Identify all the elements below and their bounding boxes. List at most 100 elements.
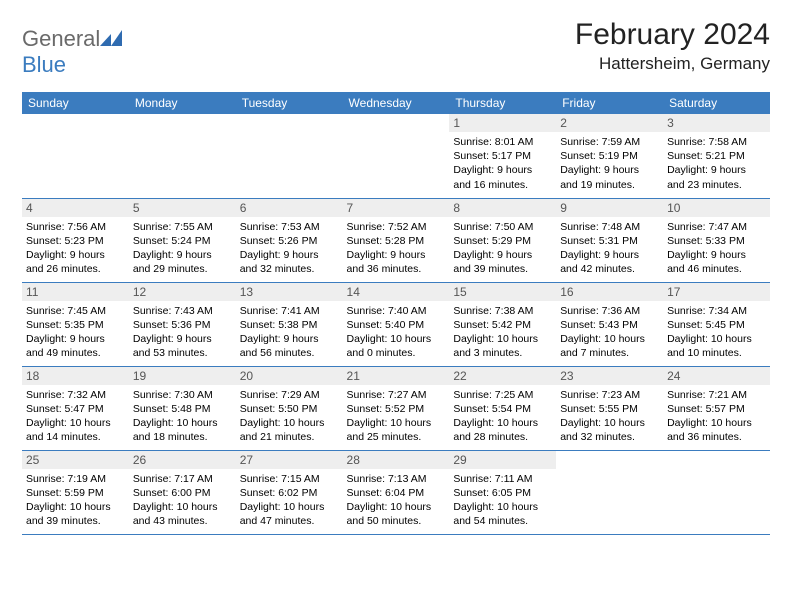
day-number: 18 [22, 367, 129, 385]
calendar-cell: 28Sunrise: 7:13 AMSunset: 6:04 PMDayligh… [343, 450, 450, 534]
sunrise: Sunrise: 7:17 AM [133, 472, 232, 486]
sunset: Sunset: 6:00 PM [133, 486, 232, 500]
day-number: 15 [449, 283, 556, 301]
day-details: Sunrise: 7:53 AMSunset: 5:26 PMDaylight:… [240, 220, 339, 277]
calendar-cell: 8Sunrise: 7:50 AMSunset: 5:29 PMDaylight… [449, 198, 556, 282]
sunset: Sunset: 5:43 PM [560, 318, 659, 332]
sunset: Sunset: 5:45 PM [667, 318, 766, 332]
day-number: 17 [663, 283, 770, 301]
calendar-cell: 1Sunrise: 8:01 AMSunset: 5:17 PMDaylight… [449, 114, 556, 198]
daylight: Daylight: 10 hours and 54 minutes. [453, 500, 552, 528]
sunrise: Sunrise: 7:43 AM [133, 304, 232, 318]
day-details: Sunrise: 7:32 AMSunset: 5:47 PMDaylight:… [26, 388, 125, 445]
sunset: Sunset: 5:21 PM [667, 149, 766, 163]
sunset: Sunset: 5:40 PM [347, 318, 446, 332]
calendar-cell: 17Sunrise: 7:34 AMSunset: 5:45 PMDayligh… [663, 282, 770, 366]
calendar-cell: 22 Sunrise: 7:25 AMSunset: 5:54 PMDayligh… [449, 366, 556, 450]
sunrise: Sunrise: 7:53 AM [240, 220, 339, 234]
day-number: 21 [343, 367, 450, 385]
day-details: Sunrise: 7:56 AMSunset: 5:23 PMDaylight:… [26, 220, 125, 277]
day-number: 2 [556, 114, 663, 132]
daylight: Daylight: 9 hours and 26 minutes. [26, 248, 125, 276]
logo-mark-icon [100, 30, 122, 46]
logo-text: GeneralBlue [22, 26, 122, 78]
sunrise: Sunrise: 7:47 AM [667, 220, 766, 234]
sunset: Sunset: 5:36 PM [133, 318, 232, 332]
daylight: Daylight: 9 hours and 36 minutes. [347, 248, 446, 276]
daylight: Daylight: 9 hours and 39 minutes. [453, 248, 552, 276]
day-details: Sunrise: 7:36 AMSunset: 5:43 PMDaylight:… [560, 304, 659, 361]
calendar-cell: 20Sunrise: 7:29 AMSunset: 5:50 PMDayligh… [236, 366, 343, 450]
sunset: Sunset: 6:02 PM [240, 486, 339, 500]
sunrise: Sunrise: 7:40 AM [347, 304, 446, 318]
sunrise: Sunrise: 7:41 AM [240, 304, 339, 318]
sunrise: Sunrise: 7:55 AM [133, 220, 232, 234]
title-block: February 2024 Hattersheim, Germany [575, 18, 770, 74]
calendar-cell [236, 114, 343, 198]
calendar-cell: 26 Sunrise: 7:17 AMSunset: 6:00 PMDayligh… [129, 450, 236, 534]
calendar-table: Sunday Monday Tuesday Wednesday Thursday… [22, 92, 770, 535]
calendar-cell: 15 Sunrise: 7:38 AMSunset: 5:42 PMDayligh… [449, 282, 556, 366]
calendar-cell: 14Sunrise: 7:40 AMSunset: 5:40 PMDayligh… [343, 282, 450, 366]
location: Hattersheim, Germany [575, 54, 770, 74]
daylight: Daylight: 9 hours and 19 minutes. [560, 163, 659, 191]
calendar-cell: 29 Sunrise: 7:11 AMSunset: 6:05 PMDayligh… [449, 450, 556, 534]
day-number: 22 [449, 367, 556, 385]
calendar-week: 4 Sunrise: 7:56 AMSunset: 5:23 PMDaylight… [22, 198, 770, 282]
sunset: Sunset: 5:54 PM [453, 402, 552, 416]
calendar-week: 25Sunrise: 7:19 AMSunset: 5:59 PMDayligh… [22, 450, 770, 534]
calendar-cell: 19 Sunrise: 7:30 AMSunset: 5:48 PMDayligh… [129, 366, 236, 450]
sunrise: Sunrise: 7:21 AM [667, 388, 766, 402]
daylight: Daylight: 10 hours and 28 minutes. [453, 416, 552, 444]
page-header: GeneralBlue February 2024 Hattersheim, G… [22, 18, 770, 78]
day-details: Sunrise: 7:38 AMSunset: 5:42 PMDaylight:… [453, 304, 552, 361]
daylight: Daylight: 9 hours and 29 minutes. [133, 248, 232, 276]
day-details: Sunrise: 7:41 AMSunset: 5:38 PMDaylight:… [240, 304, 339, 361]
day-details: Sunrise: 7:21 AMSunset: 5:57 PMDaylight:… [667, 388, 766, 445]
sunrise: Sunrise: 7:15 AM [240, 472, 339, 486]
day-details: Sunrise: 7:25 AMSunset: 5:54 PMDaylight:… [453, 388, 552, 445]
day-details: Sunrise: 7:52 AMSunset: 5:28 PMDaylight:… [347, 220, 446, 277]
sunset: Sunset: 6:04 PM [347, 486, 446, 500]
calendar-cell: 21Sunrise: 7:27 AMSunset: 5:52 PMDayligh… [343, 366, 450, 450]
sunset: Sunset: 5:57 PM [667, 402, 766, 416]
day-number: 7 [343, 199, 450, 217]
day-details: Sunrise: 7:50 AMSunset: 5:29 PMDaylight:… [453, 220, 552, 277]
day-number: 28 [343, 451, 450, 469]
daylight: Daylight: 10 hours and 18 minutes. [133, 416, 232, 444]
calendar-cell: 27Sunrise: 7:15 AMSunset: 6:02 PMDayligh… [236, 450, 343, 534]
calendar-cell: 2Sunrise: 7:59 AMSunset: 5:19 PMDaylight… [556, 114, 663, 198]
day-number: 26 [129, 451, 236, 469]
daylight: Daylight: 10 hours and 25 minutes. [347, 416, 446, 444]
sunrise: Sunrise: 7:30 AM [133, 388, 232, 402]
day-details: Sunrise: 7:11 AMSunset: 6:05 PMDaylight:… [453, 472, 552, 529]
day-number: 24 [663, 367, 770, 385]
day-header: Wednesday [343, 92, 450, 114]
daylight: Daylight: 10 hours and 43 minutes. [133, 500, 232, 528]
daylight: Daylight: 9 hours and 56 minutes. [240, 332, 339, 360]
calendar-cell: 3Sunrise: 7:58 AMSunset: 5:21 PMDaylight… [663, 114, 770, 198]
calendar-week: 18 Sunrise: 7:32 AMSunset: 5:47 PMDayligh… [22, 366, 770, 450]
day-header-row: Sunday Monday Tuesday Wednesday Thursday… [22, 92, 770, 114]
calendar-cell: 7 Sunrise: 7:52 AMSunset: 5:28 PMDaylight… [343, 198, 450, 282]
day-number: 29 [449, 451, 556, 469]
day-number: 4 [22, 199, 129, 217]
day-number: 3 [663, 114, 770, 132]
sunset: Sunset: 5:59 PM [26, 486, 125, 500]
day-number: 19 [129, 367, 236, 385]
calendar-cell [556, 450, 663, 534]
sunrise: Sunrise: 7:27 AM [347, 388, 446, 402]
sunset: Sunset: 5:48 PM [133, 402, 232, 416]
sunrise: Sunrise: 7:45 AM [26, 304, 125, 318]
sunset: Sunset: 5:29 PM [453, 234, 552, 248]
daylight: Daylight: 9 hours and 53 minutes. [133, 332, 232, 360]
day-details: Sunrise: 7:19 AMSunset: 5:59 PMDaylight:… [26, 472, 125, 529]
calendar-cell: 5Sunrise: 7:55 AMSunset: 5:24 PMDaylight… [129, 198, 236, 282]
daylight: Daylight: 9 hours and 42 minutes. [560, 248, 659, 276]
sunset: Sunset: 5:17 PM [453, 149, 552, 163]
day-number: 1 [449, 114, 556, 132]
daylight: Daylight: 9 hours and 16 minutes. [453, 163, 552, 191]
sunset: Sunset: 5:35 PM [26, 318, 125, 332]
daylight: Daylight: 9 hours and 49 minutes. [26, 332, 125, 360]
calendar-week: 11Sunrise: 7:45 AMSunset: 5:35 PMDayligh… [22, 282, 770, 366]
